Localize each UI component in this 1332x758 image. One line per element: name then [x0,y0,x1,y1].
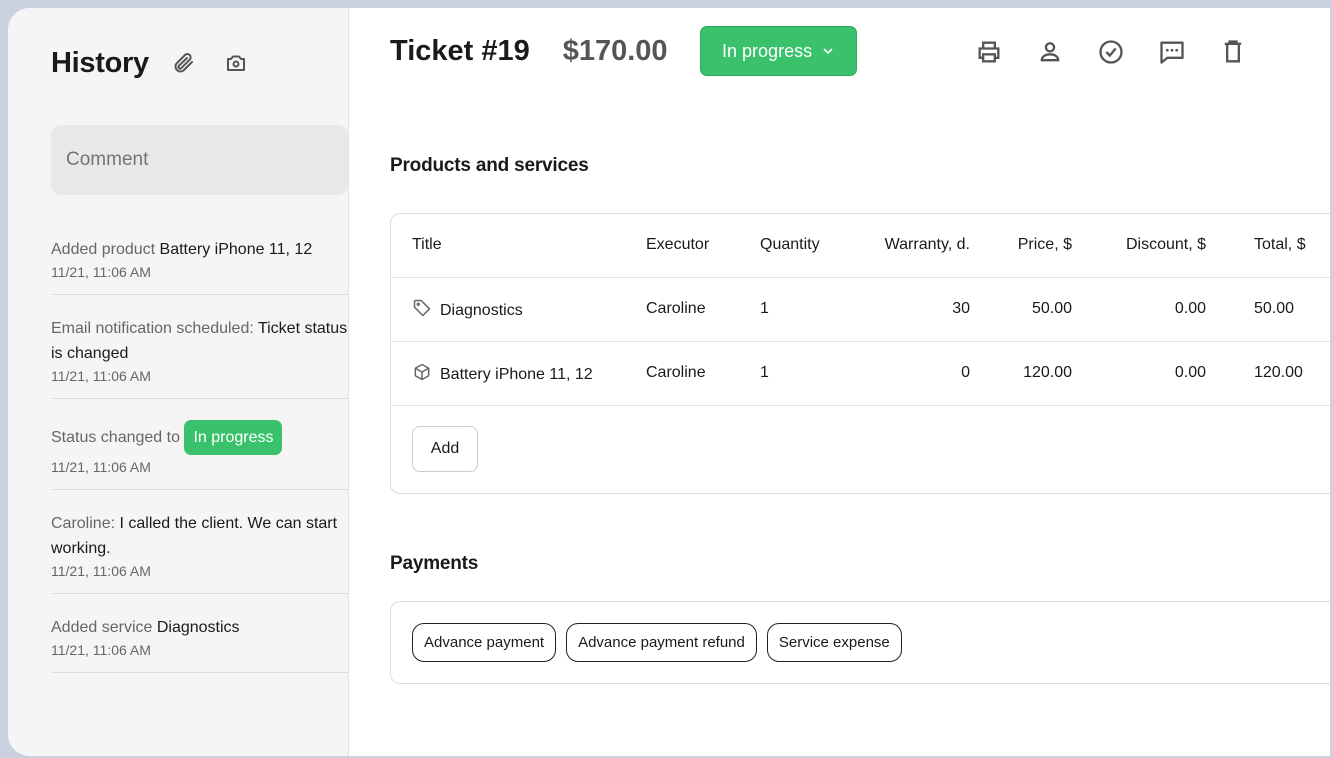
col-price: Price, $ [970,214,1072,278]
payments-card: Advance payment Advance payment refund S… [390,601,1330,684]
history-item: Email notification scheduled: Ticket sta… [51,295,348,399]
app-window: History Added product Battery iPhone 11,… [8,8,1330,756]
box-icon [412,362,432,382]
history-time: 11/21, 11:06 AM [51,563,151,579]
add-product-button[interactable]: Add [412,425,478,472]
history-value: Diagnostics [156,619,240,636]
toolbar [975,38,1247,66]
history-time: 11/21, 11:06 AM [51,642,151,658]
row-warranty: 30 [860,277,970,342]
row-total: 120.00 [1206,341,1330,406]
ticket-main: Ticket #19 $170.00 In progress Products … [349,8,1330,756]
chevron-down-icon [823,48,833,55]
products-table-card: Title Executor Quantity Warranty, d. Pri… [390,213,1330,494]
advance-payment-button[interactable]: Advance payment [412,623,557,662]
history-action: Status changed to [51,429,185,446]
history-item: Caroline: I called the client. We can st… [51,490,348,594]
status-label: In progress [722,40,813,61]
products-table: Title Executor Quantity Warranty, d. Pri… [391,214,1330,406]
history-item: Added product Battery iPhone 11, 12 11/2… [51,195,348,295]
ticket-title: Ticket #19 [390,34,530,67]
history-time: 11/21, 11:06 AM [51,368,151,384]
table-header: Title Executor Quantity Warranty, d. Pri… [391,214,1330,278]
history-value: I called the client. We can start workin… [51,515,338,557]
ticket-price: $170.00 [562,34,668,67]
history-list: Added product Battery iPhone 11, 12 11/2… [51,195,348,673]
row-title: Battery iPhone 11, 12 [440,366,593,383]
col-total: Total, $ [1206,214,1330,278]
row-price: 50.00 [970,277,1072,342]
tag-icon [412,298,432,318]
row-quantity: 1 [760,277,860,342]
history-action: Added service [51,619,157,636]
col-title: Title [391,214,646,278]
history-value: Ticket status is changed [51,320,348,362]
check-circle-icon[interactable] [1097,38,1125,66]
products-heading: Products and services [390,155,589,176]
advance-payment-refund-button[interactable]: Advance payment refund [566,623,757,662]
comment-input[interactable] [51,125,348,195]
col-quantity: Quantity [760,214,860,278]
history-action: Added product [51,241,160,258]
row-discount: 0.00 [1072,277,1206,342]
payments-heading: Payments [390,553,479,574]
history-value: Battery iPhone 11, 12 [159,241,313,258]
printer-icon[interactable] [975,38,1003,66]
history-title: History [51,46,149,79]
col-warranty: Warranty, d. [860,214,970,278]
col-executor: Executor [646,214,760,278]
comment-icon[interactable] [1158,38,1186,66]
status-badge: In progress [184,420,283,455]
trash-icon[interactable] [1219,38,1247,66]
history-item: Status changed to In progress 11/21, 11:… [51,399,348,490]
history-action: Caroline: [51,515,120,532]
paperclip-icon[interactable] [171,50,197,76]
col-discount: Discount, $ [1072,214,1206,278]
row-discount: 0.00 [1072,341,1206,406]
table-row[interactable]: Diagnostics Caroline 1 30 50.00 0.00 50.… [391,277,1330,342]
row-executor: Caroline [646,341,760,406]
table-row[interactable]: Battery iPhone 11, 12 Caroline 1 0 120.0… [391,341,1330,406]
history-item: Added service Diagnostics 11/21, 11:06 A… [51,594,348,673]
service-expense-button[interactable]: Service expense [766,623,902,662]
row-executor: Caroline [646,277,760,342]
user-icon[interactable] [1036,38,1064,66]
camera-icon[interactable] [223,50,249,76]
row-price: 120.00 [970,341,1072,406]
status-dropdown[interactable]: In progress [699,26,857,76]
history-time: 11/21, 11:06 AM [51,264,151,280]
row-title: Diagnostics [440,302,523,319]
row-quantity: 1 [760,341,860,406]
row-total: 50.00 [1206,277,1330,342]
history-sidebar: History Added product Battery iPhone 11,… [8,8,349,756]
row-warranty: 0 [860,341,970,406]
history-action: Email notification scheduled: [51,320,258,337]
history-time: 11/21, 11:06 AM [51,459,151,475]
